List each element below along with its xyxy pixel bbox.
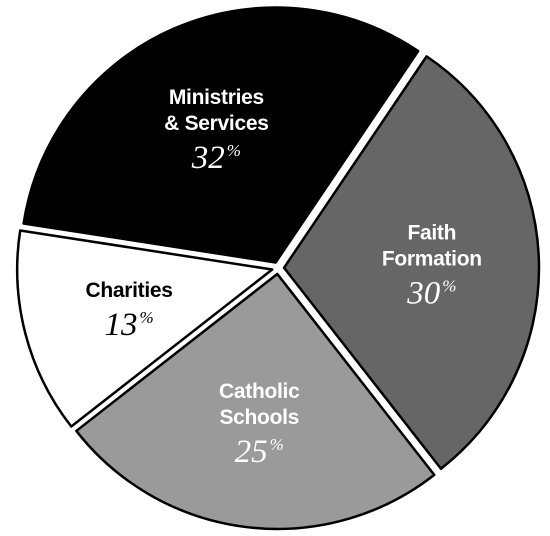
slice-unit: %: [442, 277, 456, 296]
slice-percentage: 32%: [191, 140, 241, 176]
slice-value: 32: [191, 140, 225, 176]
slice-label: Faith Formation 30%: [382, 222, 482, 312]
slice-unit: %: [227, 141, 241, 160]
slice-label: Catholic Schools 25%: [219, 380, 300, 470]
pie-slices: [15, 6, 541, 531]
slice-unit: %: [270, 435, 284, 454]
pie-slice: [282, 55, 541, 470]
slice-label-line: Schools: [219, 406, 299, 429]
slice-value: 30: [406, 276, 441, 312]
slice-value: 25: [235, 434, 268, 470]
slice-label-line: Ministries: [169, 86, 264, 109]
slice-percentage: 30%: [406, 276, 456, 312]
slice-label: Charities 13%: [85, 279, 172, 343]
slice-label-line: & Services: [164, 112, 268, 135]
slice-percentage: 13%: [104, 307, 153, 343]
slice-value: 13: [104, 307, 137, 343]
slice-unit: %: [139, 308, 153, 327]
slice-label-line: Catholic: [219, 380, 300, 403]
pie-slice: [75, 272, 436, 531]
slice-label-line: Charities: [85, 279, 172, 302]
slice-label-line: Formation: [382, 248, 482, 271]
slice-percentage: 25%: [235, 434, 284, 470]
pie-slice: [22, 6, 420, 264]
slice-label-line: Faith: [407, 222, 456, 245]
pie-slice: [15, 229, 274, 428]
slice-label: Ministries & Services 32%: [164, 86, 269, 176]
